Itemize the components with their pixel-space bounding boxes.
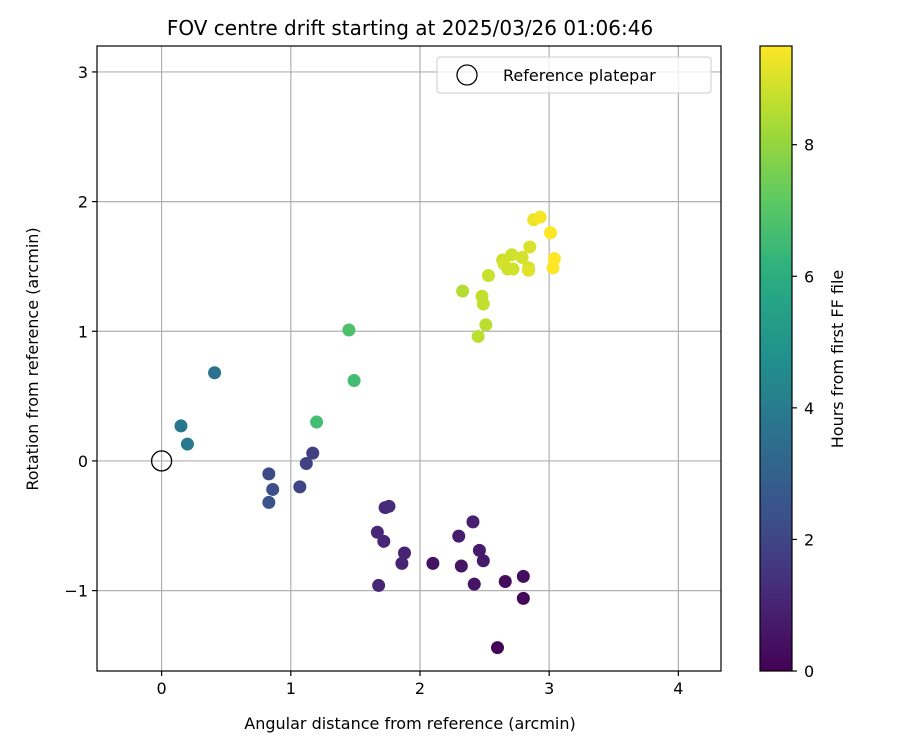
plot-frame: [96, 45, 722, 672]
data-point: [347, 374, 361, 388]
data-point: [377, 534, 391, 548]
data-point: [382, 499, 396, 513]
colorbar-tick-label: 2: [804, 530, 814, 549]
data-point: [497, 257, 511, 271]
grid: [97, 46, 721, 671]
y-tick-label: −1: [64, 582, 88, 601]
data-point: [454, 559, 468, 573]
colorbar-tick-label: 4: [804, 399, 814, 418]
data-point: [456, 284, 470, 298]
data-point: [515, 250, 529, 264]
data-point: [476, 554, 490, 568]
colorbar: 0 2 4 6 8 Hours from first FF file: [759, 45, 847, 681]
data-point: [498, 575, 512, 589]
data-point: [523, 240, 537, 254]
colorbar-tick-label: 0: [804, 662, 814, 681]
data-point: [479, 318, 493, 332]
data-point: [293, 480, 307, 494]
x-tick-label: 3: [544, 679, 554, 698]
data-points: [174, 210, 561, 655]
data-point: [299, 457, 313, 471]
data-point: [522, 263, 536, 277]
data-point: [546, 261, 560, 275]
y-tick-label: 3: [78, 63, 88, 82]
y-ticks: −1 0 1 2 3: [64, 63, 97, 601]
data-point: [516, 591, 530, 605]
data-point: [516, 569, 530, 583]
x-tick-label: 2: [415, 679, 425, 698]
data-point: [395, 556, 409, 570]
data-point: [426, 556, 440, 570]
reference-platepar-marker-group: [150, 450, 173, 472]
colorbar-tick-label: 8: [804, 136, 814, 155]
x-axis-label: Angular distance from reference (arcmin): [244, 714, 575, 733]
legend: Reference platepar: [436, 56, 712, 94]
y-tick-label: 1: [78, 322, 88, 341]
data-point: [481, 269, 495, 283]
colorbar-tick-label: 6: [804, 267, 814, 286]
data-point: [262, 467, 276, 481]
data-point: [208, 366, 222, 380]
data-point: [466, 515, 480, 529]
data-point: [490, 641, 504, 655]
reference-platepar-marker: [150, 450, 173, 472]
data-point: [306, 446, 320, 460]
data-point: [452, 529, 466, 543]
data-point: [370, 525, 384, 539]
data-point: [533, 210, 547, 224]
data-point: [372, 578, 386, 592]
x-tick-label: 1: [286, 679, 296, 698]
y-axis-label: Rotation from reference (arcmin): [23, 227, 42, 490]
legend-entry-label: Reference platepar: [503, 66, 656, 85]
x-tick-label: 4: [673, 679, 683, 698]
data-point: [471, 329, 485, 343]
data-point: [467, 577, 481, 591]
data-point: [310, 415, 324, 429]
data-point: [266, 482, 280, 496]
data-point: [174, 419, 188, 433]
x-ticks: 0 1 2 3 4: [157, 671, 683, 698]
x-tick-label: 0: [157, 679, 167, 698]
y-tick-label: 2: [78, 193, 88, 212]
y-tick-label: 0: [78, 452, 88, 471]
colorbar-ticks: 0 2 4 6 8: [792, 136, 814, 681]
data-point: [543, 226, 557, 240]
colorbar-gradient: [759, 45, 793, 672]
colorbar-label: Hours from first FF file: [828, 270, 847, 449]
data-point: [505, 248, 519, 262]
data-point: [342, 323, 356, 337]
data-point: [397, 546, 411, 560]
chart-title: FOV centre drift starting at 2025/03/26 …: [167, 16, 653, 40]
legend-open-circle-marker: [456, 64, 478, 86]
data-point: [475, 289, 489, 303]
data-point: [262, 495, 276, 509]
data-point: [180, 437, 194, 451]
data-point: [472, 543, 486, 557]
legend-box: [436, 56, 712, 94]
